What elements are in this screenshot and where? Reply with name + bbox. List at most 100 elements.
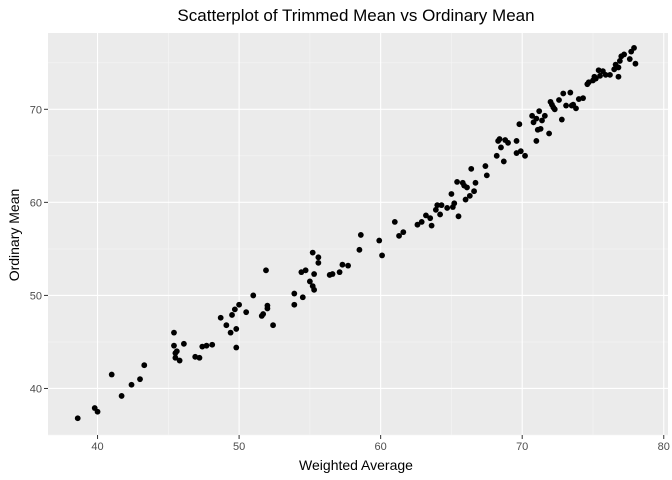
data-point — [137, 376, 143, 383]
x-axis-title: Weighted Average — [299, 457, 413, 473]
data-point — [203, 342, 210, 349]
data-point — [315, 254, 322, 261]
data-point — [339, 261, 346, 268]
data-point — [209, 341, 216, 348]
data-point — [141, 362, 148, 369]
data-point — [306, 278, 313, 285]
x-tick-label: 70 — [516, 441, 528, 453]
data-point — [500, 158, 507, 165]
y-axis: 40 50 60 70 — [30, 104, 48, 395]
data-point — [243, 309, 250, 316]
data-point — [529, 112, 536, 119]
data-point — [176, 357, 183, 364]
y-tick-label: 50 — [30, 290, 42, 302]
data-point — [263, 267, 269, 274]
data-point — [536, 108, 543, 115]
data-point — [423, 212, 429, 219]
data-point — [563, 102, 569, 109]
data-point — [376, 237, 383, 244]
y-axis-title: Ordinary Mean — [6, 189, 22, 282]
data-point — [471, 188, 477, 195]
data-point — [539, 117, 545, 124]
data-point — [291, 301, 298, 308]
x-tick-label: 60 — [375, 441, 387, 453]
data-point — [172, 354, 179, 361]
data-point — [229, 312, 235, 318]
y-tick-label: 60 — [30, 197, 42, 209]
major-gridlines — [48, 33, 668, 435]
data-point — [171, 342, 177, 349]
data-point — [432, 206, 439, 213]
data-point — [434, 202, 441, 209]
data-point — [311, 271, 318, 277]
data-point — [128, 381, 135, 388]
data-point — [592, 75, 599, 82]
data-point — [496, 136, 503, 142]
data-point — [522, 152, 528, 159]
data-point — [414, 221, 421, 228]
data-point — [231, 306, 238, 313]
data-point — [438, 202, 445, 209]
data-point — [74, 415, 81, 422]
data-point — [546, 130, 552, 137]
data-point — [444, 205, 451, 211]
minor-gridlines — [48, 33, 668, 436]
data-point — [597, 72, 603, 79]
data-point — [400, 229, 407, 236]
data-point — [537, 125, 544, 132]
data-point — [498, 144, 504, 151]
x-tick-label: 50 — [233, 441, 245, 453]
data-point — [291, 290, 298, 297]
data-point — [615, 64, 622, 71]
data-point — [345, 262, 351, 269]
data-point — [573, 105, 579, 112]
data-point — [391, 219, 398, 225]
data-point — [607, 71, 613, 78]
data-point — [626, 56, 633, 62]
data-point — [315, 259, 322, 266]
data-point — [264, 305, 271, 312]
data-point — [357, 232, 364, 238]
x-tick-label: 40 — [91, 441, 103, 453]
data-point — [270, 322, 276, 329]
data-point — [329, 271, 336, 277]
data-point — [428, 222, 435, 229]
data-point — [466, 192, 473, 199]
data-point — [516, 121, 523, 128]
data-point — [505, 139, 511, 146]
y-tick-label: 40 — [30, 383, 42, 395]
data-point — [616, 58, 623, 64]
data-point — [233, 344, 240, 351]
data-point — [551, 106, 558, 113]
data-point — [171, 329, 177, 336]
data-point — [437, 211, 444, 218]
data-point — [309, 249, 316, 256]
x-tick-label: 80 — [658, 441, 670, 453]
data-point — [427, 215, 434, 222]
data-point — [567, 89, 574, 96]
data-point — [632, 60, 639, 67]
data-point — [108, 371, 115, 378]
data-point — [533, 115, 540, 122]
data-point — [513, 138, 520, 144]
x-axis: 40 50 60 70 80 — [91, 435, 670, 453]
data-point — [541, 112, 548, 119]
data-point — [196, 354, 203, 361]
data-point — [302, 267, 309, 274]
data-point — [580, 95, 586, 102]
data-point — [556, 97, 562, 103]
data-point — [621, 51, 628, 58]
data-point — [250, 292, 257, 299]
data-point — [464, 184, 470, 191]
data-point — [455, 213, 462, 220]
data-point — [472, 179, 479, 186]
data-point — [418, 219, 425, 225]
data-point — [454, 178, 460, 185]
chart-title: Scatterplot of Trimmed Mean vs Ordinary … — [177, 6, 534, 25]
data-points — [74, 44, 639, 422]
data-point — [118, 393, 125, 399]
data-point — [602, 71, 609, 78]
data-point — [180, 340, 187, 347]
data-point — [483, 172, 490, 179]
plot-panel — [48, 33, 668, 435]
